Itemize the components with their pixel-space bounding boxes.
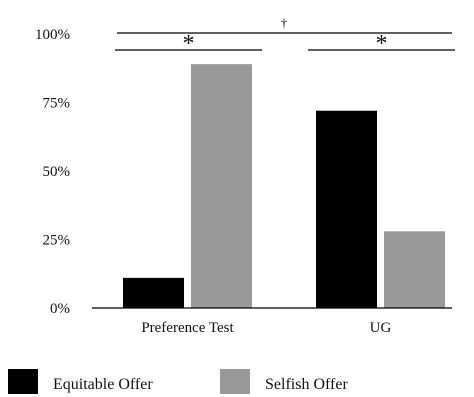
bars <box>123 64 445 308</box>
y-tick-label: 0% <box>50 301 70 317</box>
significance-label: * <box>183 31 195 57</box>
significance-brackets: * * † <box>115 15 455 57</box>
significance-label: * <box>376 31 388 57</box>
y-tick-label: 50% <box>43 164 71 180</box>
legend-swatch <box>8 369 38 394</box>
x-tick-label: Preference Test <box>141 320 234 336</box>
x-tick-label: UG <box>370 320 392 336</box>
bar <box>191 64 252 308</box>
y-axis-ticks: 0% 25% 50% 75% 100% <box>35 27 70 317</box>
y-tick-label: 100% <box>35 27 70 43</box>
y-tick-label: 25% <box>43 233 71 249</box>
significance-label: † <box>281 15 288 30</box>
legend-label: Equitable Offer <box>53 376 153 393</box>
legend: Equitable Offer Selfish Offer <box>8 369 348 394</box>
legend-label: Selfish Offer <box>265 376 348 393</box>
bar <box>384 231 445 308</box>
y-tick-label: 75% <box>43 96 71 112</box>
legend-swatch <box>220 369 250 394</box>
bar <box>316 110 377 308</box>
x-axis-labels: Preference Test UG <box>141 320 391 336</box>
bar <box>123 277 184 308</box>
